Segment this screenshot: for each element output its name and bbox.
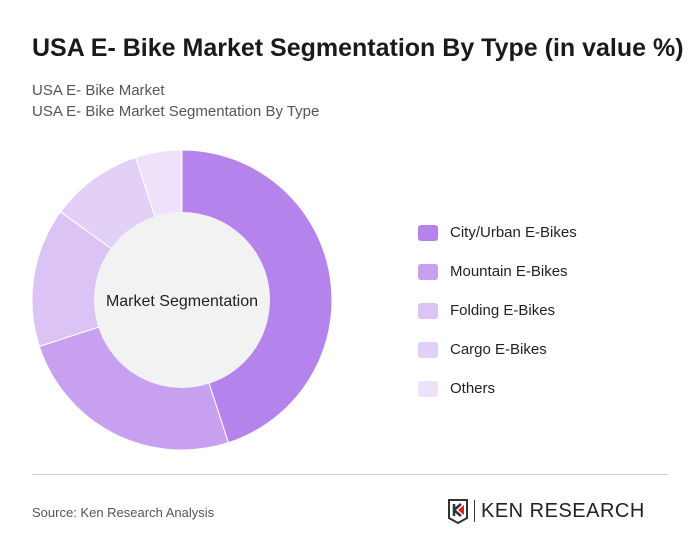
center-label: Market Segmentation: [106, 293, 258, 310]
chart-title: USA E- Bike Market Segmentation By Type …: [32, 34, 684, 62]
legend-swatch: [418, 224, 438, 241]
subtitle-segmentation: USA E- Bike Market Segmentation By Type: [32, 103, 320, 120]
divider: [32, 474, 668, 475]
legend-swatch: [418, 302, 438, 319]
legend-label: Mountain E-Bikes: [450, 263, 568, 280]
legend: City/Urban E-Bikes Mountain E-Bikes Foldin…: [418, 213, 577, 408]
source-text: Source: Ken Research Analysis: [32, 505, 215, 520]
legend-item: City/Urban E-Bikes: [418, 213, 577, 252]
legend-label: Folding E-Bikes: [450, 302, 556, 319]
legend-item: Others: [418, 369, 577, 408]
subtitle-market: USA E- Bike Market: [32, 82, 165, 99]
logo-text: KEN RESEARCH: [481, 499, 645, 522]
legend-swatch: [418, 380, 438, 397]
logo-k-icon: [448, 499, 468, 524]
legend-swatch: [418, 341, 438, 358]
legend-item: Folding E-Bikes: [418, 291, 577, 330]
legend-label: Cargo E-Bikes: [450, 341, 547, 358]
legend-label: City/Urban E-Bikes: [450, 224, 577, 241]
ken-research-logo: KEN RESEARCH: [447, 498, 645, 524]
donut-hole: [94, 212, 270, 388]
legend-item: Cargo E-Bikes: [418, 330, 577, 369]
legend-item: Mountain E-Bikes: [418, 252, 577, 291]
legend-swatch: [418, 263, 438, 280]
legend-label: Others: [450, 380, 496, 397]
